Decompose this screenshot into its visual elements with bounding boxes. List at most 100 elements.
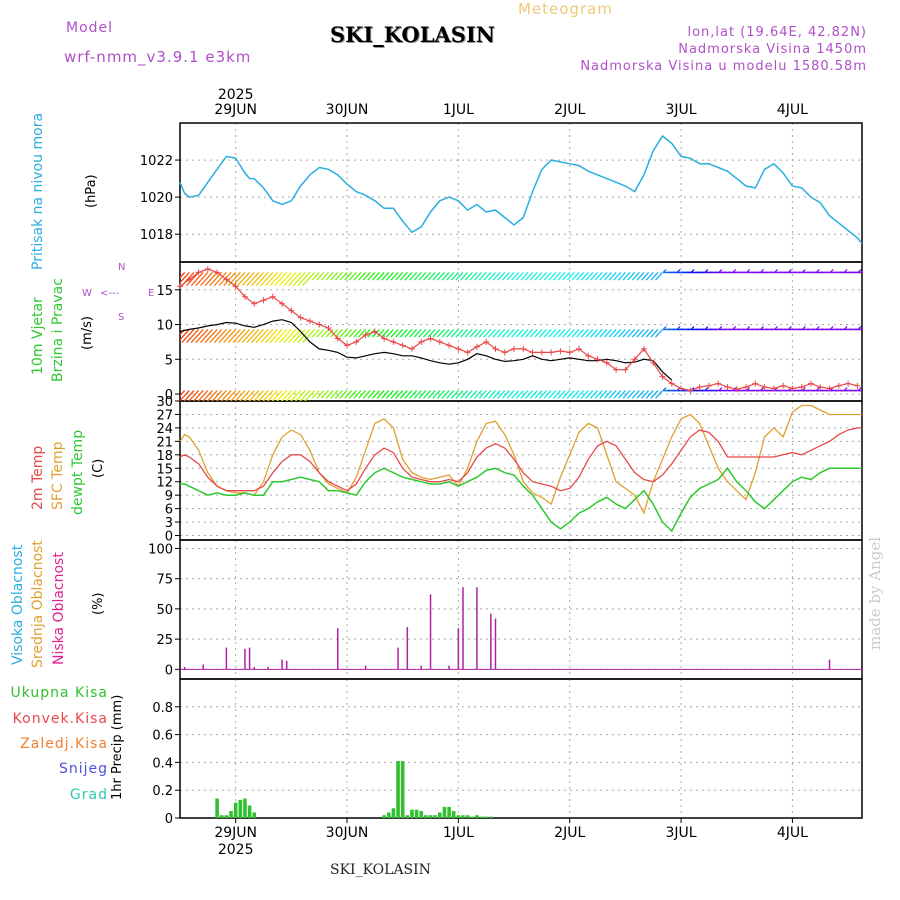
wind-barb: [267, 390, 278, 401]
wind-gust-marker: [241, 293, 248, 300]
wind-barb: [399, 390, 408, 399]
wind-gust-marker: [696, 384, 703, 391]
wind-barb: [251, 328, 264, 344]
wind-barb: [353, 328, 362, 338]
temp-tick-label: 24: [156, 422, 173, 437]
wind-barb: [409, 390, 418, 399]
wind-barb: [262, 390, 274, 401]
wind-gust-marker: [622, 366, 629, 373]
wind-gust-marker: [204, 265, 211, 272]
wind-barb: [353, 390, 362, 399]
precip-bar: [219, 815, 224, 818]
wind-barb: [181, 328, 195, 344]
wind-gust-marker: [473, 343, 480, 350]
wind-barb: [557, 390, 566, 399]
wind-barb: [446, 390, 455, 399]
wind-barb: [399, 328, 408, 338]
precip-bar: [224, 815, 229, 818]
wind-gust-marker: [511, 345, 518, 352]
wind-barb: [529, 390, 538, 399]
wind-gust-marker: [436, 338, 443, 345]
wind-barb: [645, 390, 654, 399]
precip-bar: [391, 808, 396, 818]
wind-gust-marker: [529, 349, 536, 356]
wind-barb: [180, 390, 181, 392]
wind-barb: [418, 328, 427, 338]
wind-barb: [381, 328, 390, 338]
wind-barb-tick: [690, 269, 695, 273]
temp-tick-label: 6: [165, 503, 173, 518]
wind-barb: [450, 271, 459, 281]
wind-barb: [413, 390, 422, 399]
wind-barb: [376, 390, 385, 399]
wind-barb: [506, 271, 515, 281]
wind-gust-marker: [566, 349, 573, 356]
wind-barbs: [180, 269, 862, 401]
wind-barb: [344, 390, 353, 399]
wind-barb: [488, 271, 496, 281]
made-by-watermark: made by Angel: [866, 536, 884, 650]
wind-barb: [367, 328, 376, 338]
wind-gust-marker: [798, 384, 805, 391]
wind-barb: [385, 390, 394, 399]
wind-barb: [446, 328, 455, 338]
wind-barb: [395, 390, 404, 399]
precip-tick-label: 0.4: [152, 756, 173, 771]
wind-tick-label: 0: [165, 388, 173, 403]
wind-barb: [218, 328, 232, 344]
pressure-panel-frame: [179, 122, 863, 263]
precip-bar: [475, 815, 479, 818]
wind-barb: [641, 328, 650, 338]
wind-barb: [390, 390, 399, 399]
wind-barb: [529, 271, 538, 281]
wind-barb: [432, 328, 441, 338]
wind-barb-tick: [690, 387, 695, 391]
wind-gust-marker: [288, 307, 295, 314]
wind-gust-marker: [297, 314, 304, 321]
wind-barb: [590, 271, 599, 281]
wind-barb: [529, 328, 538, 338]
wind-gust-marker: [817, 384, 824, 391]
wind-barb: [534, 328, 543, 338]
wind-gust-marker: [427, 335, 434, 342]
wind-barb: [183, 390, 195, 401]
wind-barb: [576, 328, 585, 338]
wind-barb: [562, 390, 571, 399]
wind-barb: [190, 328, 204, 344]
wind-barb-tick: [690, 325, 695, 330]
wind-barb: [603, 271, 612, 281]
wind-barb: [543, 328, 552, 338]
year-label-top: 2025: [218, 87, 254, 103]
wind-barb-tick: [815, 387, 820, 391]
wind-barb: [239, 390, 251, 401]
dewpt-line: [180, 467, 862, 533]
wind-barb: [362, 390, 371, 399]
wind-barb: [506, 390, 515, 399]
wind-barb: [311, 271, 320, 281]
wind-barb: [404, 390, 413, 399]
day-label-bottom: 29JUN: [214, 825, 257, 841]
wind-gust-marker: [306, 318, 313, 325]
wind-barb: [223, 271, 237, 287]
temp-tick-label: 18: [156, 449, 173, 464]
wind-barb: [571, 328, 580, 338]
wind-gust-marker: [260, 297, 267, 304]
wind-barb: [464, 390, 473, 399]
wind-barb: [395, 328, 404, 338]
year-label-bottom: 2025: [218, 842, 254, 858]
wind-barb: [204, 271, 218, 287]
wind-barb: [483, 328, 492, 338]
wind-barb: [376, 271, 385, 281]
wind-gust-marker: [743, 384, 750, 391]
precip-bar: [489, 816, 493, 818]
wind-barb: [188, 390, 200, 401]
wind-barb: [330, 271, 339, 281]
temp-tick-label: 9: [165, 489, 173, 504]
wind-barb: [446, 271, 455, 281]
wind-barb-tick: [843, 387, 848, 391]
t2m-label: 2m Temp: [30, 445, 46, 510]
wind-barb-tick: [801, 325, 806, 330]
wind-barb: [423, 328, 432, 338]
wind-unit-label: (m/s): [80, 316, 95, 350]
wind-barb: [562, 328, 571, 338]
